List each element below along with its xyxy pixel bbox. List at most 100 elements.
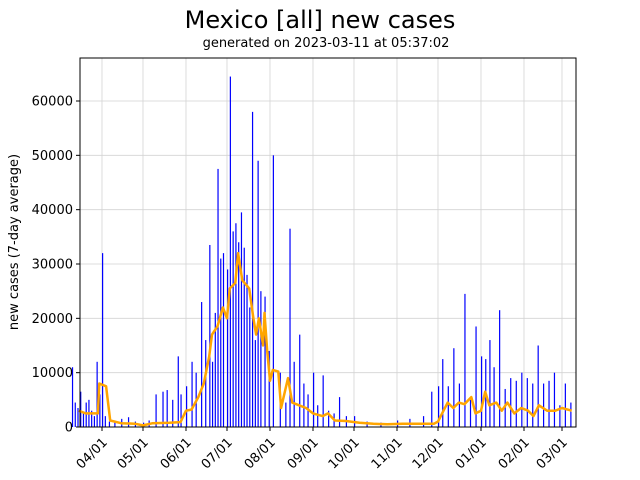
y-tick-label: 50000 — [32, 149, 73, 164]
x-tick-label: 08/01 — [242, 435, 279, 472]
seven-day-average-line — [78, 251, 573, 427]
case-bar — [289, 228, 291, 427]
y-tick-label: 20000 — [32, 312, 73, 327]
case-bar — [220, 258, 222, 427]
case-bar — [214, 312, 216, 427]
daily-cases-bars — [71, 76, 572, 428]
case-bar — [222, 253, 225, 427]
case-bar — [543, 383, 545, 427]
case-bar — [317, 405, 319, 427]
case-bar — [74, 402, 76, 427]
grid-lines — [80, 58, 576, 428]
case-bar — [469, 399, 472, 427]
case-bar — [464, 293, 466, 427]
case-bar — [499, 310, 501, 427]
case-bar — [521, 372, 523, 427]
case-bar — [82, 413, 85, 427]
y-tick-label: 10000 — [32, 366, 73, 381]
case-bar — [96, 361, 98, 427]
case-bar — [257, 160, 259, 427]
case-bar — [232, 231, 234, 427]
case-bar — [548, 380, 550, 427]
case-bar — [559, 405, 561, 427]
case-bar — [211, 361, 214, 427]
x-tick-label: 09/01 — [285, 435, 322, 472]
x-tick-label: 06/01 — [158, 435, 195, 472]
case-bar — [313, 372, 315, 427]
case-bar — [162, 391, 164, 427]
case-bar — [238, 242, 240, 427]
case-bar — [102, 253, 104, 427]
case-bar — [293, 361, 295, 427]
case-bar — [515, 380, 517, 427]
case-bar — [186, 386, 188, 427]
case-bar — [532, 383, 534, 427]
y-tick-label: 30000 — [32, 258, 73, 273]
case-bar — [438, 386, 440, 427]
case-bar — [246, 274, 248, 427]
case-bar — [108, 421, 111, 427]
y-tick-label: 60000 — [32, 95, 73, 110]
case-bar — [104, 416, 106, 427]
case-bar — [285, 402, 287, 427]
y-tick-label: 40000 — [32, 203, 73, 218]
case-bar — [481, 356, 483, 427]
case-bar — [458, 383, 461, 427]
case-bar — [71, 367, 74, 427]
case-bar — [489, 340, 491, 427]
case-bar — [166, 390, 168, 427]
case-bar — [191, 361, 193, 427]
x-tick-label: 07/01 — [199, 435, 236, 472]
case-bar — [205, 340, 207, 427]
plot-frame — [79, 57, 577, 428]
case-bar — [114, 420, 116, 427]
case-bar — [322, 375, 324, 427]
case-bar — [99, 394, 101, 427]
case-bar — [177, 356, 179, 427]
case-bar — [264, 296, 266, 427]
chart-title: Mexico [all] new cases — [184, 6, 456, 34]
case-bar — [510, 378, 512, 427]
case-bar — [251, 111, 254, 427]
x-tick-label: 12/01 — [410, 435, 447, 472]
case-bar — [553, 372, 556, 427]
case-bar — [328, 410, 330, 427]
x-tick-label: 04/01 — [74, 435, 111, 472]
case-bar — [431, 391, 433, 427]
case-bar — [229, 76, 231, 428]
case-bar — [272, 155, 274, 428]
case-bar — [85, 402, 87, 427]
case-bar — [475, 326, 477, 427]
case-bar — [235, 223, 237, 427]
x-tick-label: 03/01 — [534, 435, 571, 472]
case-bar — [453, 348, 455, 427]
x-axis: 04/01 05/01 06/01 07/01 08/01 09/01 10/01 11/01… — [74, 427, 571, 472]
case-bar — [209, 244, 211, 427]
x-tick-label: 02/01 — [496, 435, 533, 472]
case-bar — [227, 269, 229, 427]
case-bar — [526, 378, 528, 427]
y-tick-label: 0 — [65, 421, 73, 436]
case-bar — [447, 386, 449, 427]
case-bar — [537, 345, 539, 427]
case-bar — [240, 212, 243, 427]
case-bar — [254, 340, 256, 427]
case-bar — [338, 397, 341, 427]
case-bar — [155, 394, 157, 427]
case-bar — [180, 394, 182, 427]
y-axis: 0 10000 20000 30000 40000 50000 60000 — [32, 95, 80, 436]
case-bar — [93, 416, 95, 427]
case-bar — [249, 307, 251, 427]
case-bar — [260, 291, 262, 427]
x-tick-label: 10/01 — [326, 435, 363, 472]
y-axis-label: new cases (7-day average) — [7, 154, 22, 330]
case-bar — [570, 402, 572, 427]
case-bar — [422, 416, 425, 427]
case-bar — [172, 399, 174, 427]
case-bar — [268, 350, 270, 427]
case-bar — [201, 302, 203, 427]
case-bar — [77, 407, 79, 427]
case-bar — [303, 383, 305, 427]
case-bar — [299, 334, 301, 427]
